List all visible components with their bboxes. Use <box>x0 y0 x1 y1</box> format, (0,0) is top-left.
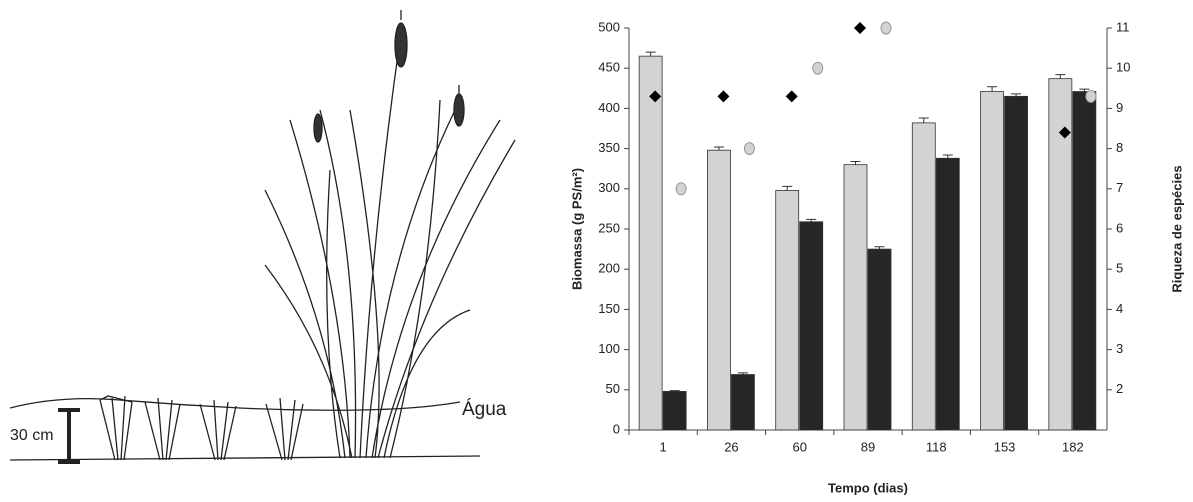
y-tick-label: 200 <box>598 261 620 276</box>
water-label: Água <box>462 399 507 420</box>
x-tick-label: 89 <box>861 439 875 454</box>
bar <box>1004 95 1028 431</box>
ground-line <box>9 455 481 461</box>
x-tick-label: 26 <box>724 439 738 454</box>
y-tick-label: 250 <box>598 220 620 235</box>
y-tick-label: 500 <box>598 19 620 34</box>
bar <box>867 248 892 431</box>
y2-tick-label: 7 <box>1116 180 1123 195</box>
y2-tick-label: 11 <box>1116 19 1130 34</box>
x-axis-title: Tempo (dias) <box>828 480 908 495</box>
error-bar <box>1055 74 1066 79</box>
x-tick-label: 153 <box>994 439 1016 454</box>
y2-tick-label: 6 <box>1116 220 1123 235</box>
small-plants <box>99 395 304 461</box>
y-tick-label: 0 <box>613 421 620 436</box>
x-tick-label: 182 <box>1062 439 1084 454</box>
y-tick-label: 300 <box>598 180 620 195</box>
bar <box>799 221 824 431</box>
x-tick-label: 1 <box>660 439 667 454</box>
illustration: 30 cm Água <box>9 10 516 464</box>
error-bar <box>987 86 998 92</box>
y2-tick-label: 9 <box>1116 100 1123 115</box>
error-bar <box>918 117 929 123</box>
bar <box>731 374 755 431</box>
diamond-marker <box>785 90 798 103</box>
diamond-marker <box>854 22 866 34</box>
circle-marker <box>1085 89 1097 103</box>
x-tick-label: 118 <box>926 439 947 454</box>
y2-tick-label: 5 <box>1116 261 1123 276</box>
diamond-marker <box>717 90 730 103</box>
y-tick-label: 350 <box>598 140 620 155</box>
circle-marker <box>743 142 755 156</box>
x-tick-label: 60 <box>792 439 806 454</box>
water-line <box>9 397 461 411</box>
error-bar <box>713 146 724 151</box>
error-bar <box>850 160 861 165</box>
bar <box>707 149 731 431</box>
bar <box>1072 91 1097 431</box>
diamond-marker <box>1058 126 1071 139</box>
y2-tick-label: 3 <box>1116 341 1123 356</box>
bar <box>638 55 663 431</box>
error-bar <box>942 154 953 159</box>
bar <box>911 122 936 431</box>
circle-marker <box>812 61 824 75</box>
y-tick-label: 400 <box>598 100 620 115</box>
y2-tick-label: 8 <box>1116 140 1123 155</box>
y2-tick-label: 2 <box>1116 381 1123 396</box>
depth-bracket <box>58 408 80 464</box>
diamond-marker <box>649 90 662 103</box>
y2-tick-label: 4 <box>1116 301 1123 316</box>
circle-marker <box>880 21 892 35</box>
bar <box>843 164 868 431</box>
error-bar <box>806 218 817 222</box>
bar <box>662 391 687 431</box>
tall-plant <box>264 10 516 459</box>
error-bar <box>874 246 885 250</box>
bar <box>980 91 1004 431</box>
bar <box>775 190 800 431</box>
y2-axis-title: Riqueza de espécies <box>1169 165 1184 292</box>
y-tick-label: 450 <box>598 60 620 75</box>
y2-tick-label: 10 <box>1116 60 1130 75</box>
y-axis-title: Biomassa (g PS/m²) <box>569 168 584 290</box>
error-bar <box>1079 88 1090 92</box>
depth-label: 30 cm <box>10 427 54 444</box>
error-bar <box>782 185 793 191</box>
error-bar <box>669 390 680 392</box>
error-bar <box>737 372 748 375</box>
error-bar <box>1011 93 1022 97</box>
y-tick-label: 100 <box>598 341 620 356</box>
error-bar <box>645 51 656 57</box>
y-tick-label: 150 <box>598 301 620 316</box>
bar <box>935 157 960 431</box>
y-tick-label: 50 <box>606 381 620 396</box>
circle-marker <box>675 182 687 196</box>
